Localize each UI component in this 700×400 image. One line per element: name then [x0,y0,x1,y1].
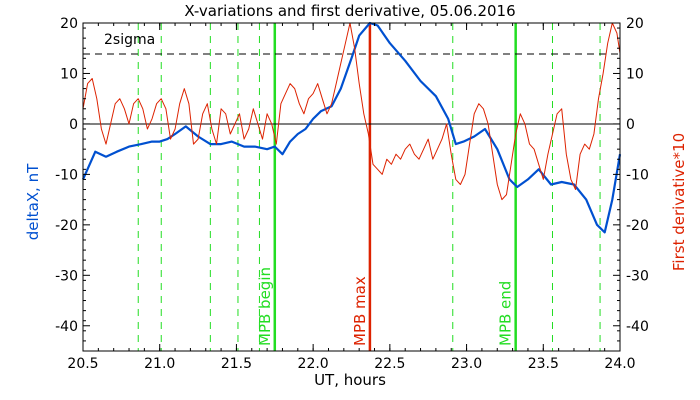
series-derivative-line [82,22,621,201]
y-tick-label-left: 10 [60,66,78,82]
y-tick-label-right: 0 [626,117,635,133]
y-tick-label-right: 20 [626,16,644,32]
x-tick-label: 21.0 [144,356,175,372]
y-tick-label-right: -10 [626,167,649,183]
y-tick-label-left: -40 [55,319,78,335]
y-axis-label-left: deltaX, nT [24,163,42,240]
x-tick-label: 21.5 [221,356,252,372]
y-tick-label-right: -20 [626,218,649,234]
mpb-marker-label: MPB begin [256,267,274,346]
x-tick-label: 22.0 [298,356,329,372]
y-tick-label-right: 10 [626,66,644,82]
x-tick-label: 20.5 [67,356,98,372]
series-lines [81,21,622,234]
y-axis-label-right: First derivative*10 [670,133,688,271]
y-tick-label-left: 20 [60,16,78,32]
y-tick-label-left: 0 [69,117,78,133]
plot-frame [82,22,621,352]
x-axis-label: UT, hours [314,371,386,389]
y-axis-left: 20 10 0 -10 -20 -30 -40 [55,16,90,352]
dashed-lines [137,23,601,351]
sigma-label: 2sigma [104,32,155,48]
mpb-marker-label: MPB max [351,276,369,346]
mpb-marker-label: MPB end [497,281,515,346]
y-tick-label-left: -30 [55,268,78,284]
y-axis-right: 20 10 0 -10 -20 -30 -40 [613,16,649,352]
y-tick-label-right: -30 [626,268,649,284]
x-axis: 20.5 21.0 21.5 22.0 22.5 23.0 23.5 24.0 [67,23,636,372]
x-tick-label: 22.5 [374,356,405,372]
vertical-markers: MPB begin MPB max MPB end [256,23,517,351]
chart-title: X-variations and first derivative, 05.06… [184,2,515,20]
y-tick-label-right: -40 [626,319,649,335]
x-tick-label: 24.0 [604,356,635,372]
x-tick-label: 23.5 [528,356,559,372]
y-tick-label-left: -10 [55,167,78,183]
y-tick-label-left: -20 [55,218,78,234]
x-tick-label: 23.0 [451,356,482,372]
